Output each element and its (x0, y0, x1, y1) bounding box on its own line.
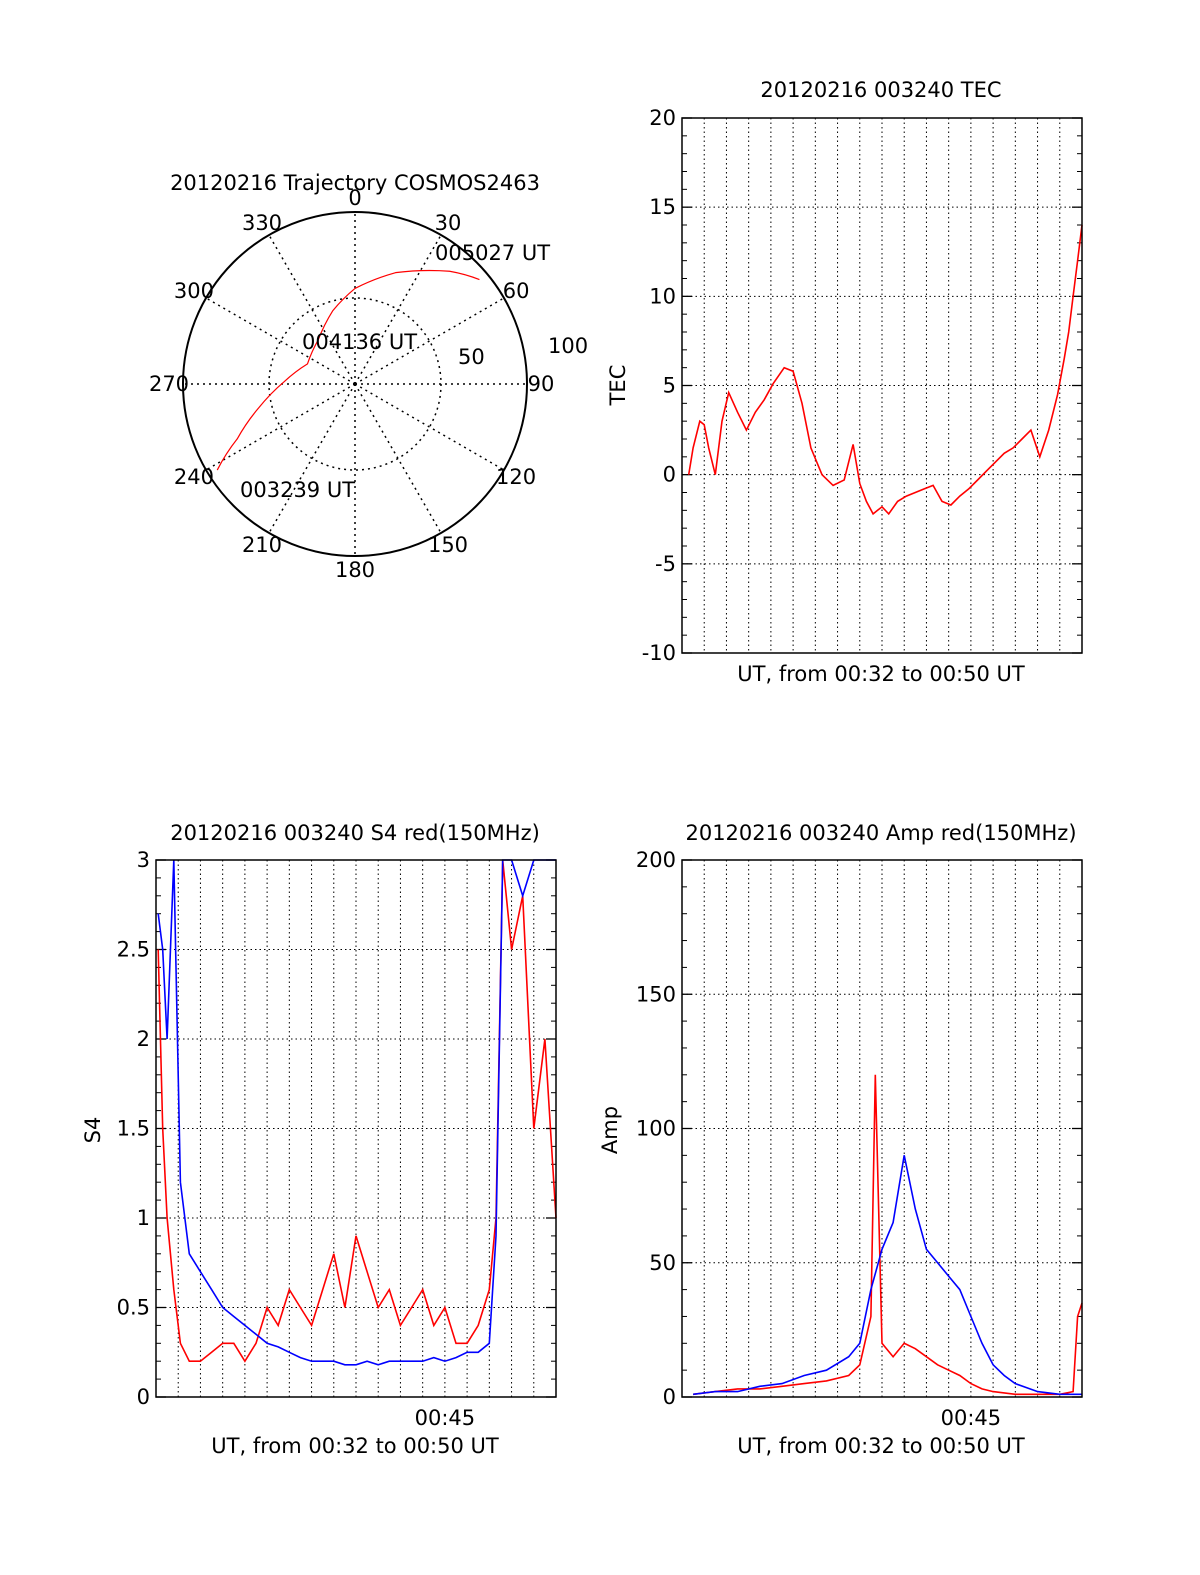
tec-frame (681, 117, 1083, 654)
polar-azimuth-label: 90 (528, 372, 555, 396)
polar-azimuth-label: 240 (174, 465, 214, 489)
polar-trajectory-panel: 20120216 Trajectory COSMOS2463 0 30 60 90 12… (149, 171, 588, 582)
tec-panel: 20120216 003240 TEC UT, from 00:32 to 00… (606, 78, 1025, 686)
amp-series-blue (693, 1155, 1082, 1396)
polar-azimuth-label: 60 (503, 279, 530, 303)
s4-plot: 0 0.5 1 1.5 2 2.5 3 00:45 (117, 848, 557, 1430)
polar-spoke (354, 297, 505, 385)
amp-ytick-label: 150 (636, 982, 676, 1006)
s4-series-red (157, 859, 557, 1363)
polar-azimuth-label: 150 (428, 533, 468, 557)
polar-track-line (216, 269, 480, 471)
s4-title: 20120216 003240 S4 red(150MHz) (170, 821, 540, 845)
s4-xlabel: UT, from 00:32 to 00:50 UT (211, 1434, 499, 1458)
amp-title: 20120216 003240 Amp red(150MHz) (685, 821, 1076, 845)
s4-frame (155, 859, 557, 1398)
tec-ytick-label: 10 (649, 284, 676, 308)
polar-title: 20120216 Trajectory COSMOS2463 (170, 171, 540, 195)
polar-spoke (205, 383, 356, 471)
tec-plot: -10 -5 0 5 10 15 20 (642, 106, 1083, 665)
tec-ytick-label: 15 (649, 195, 676, 219)
polar-outer-circle (182, 211, 528, 557)
amp-plot: 0 50 100 150 200 00:45 (636, 848, 1083, 1430)
s4-panel: 20120216 003240 S4 red(150MHz) UT, from … (81, 821, 540, 1458)
s4-ytick-label: 0.5 (117, 1296, 150, 1320)
polar-grid (182, 211, 528, 557)
tec-title: 20120216 003240 TEC (760, 78, 1001, 102)
tec-ytick-label: 20 (649, 106, 676, 130)
s4-ytick-label: 1.5 (117, 1117, 150, 1141)
amp-series-red (693, 1074, 1083, 1396)
polar-azimuth-label: 300 (174, 279, 214, 303)
polar-spoke (354, 383, 505, 471)
polar-azimuth-label: 30 (435, 211, 462, 235)
tec-ytick-label: 0 (663, 463, 676, 487)
polar-azimuth-label: 180 (335, 558, 375, 582)
tec-ytick-label: -5 (655, 552, 676, 576)
polar-radial-label-100: 100 (548, 334, 588, 358)
amp-ytick-label: 50 (649, 1251, 676, 1275)
polar-azimuth-label: 120 (496, 465, 536, 489)
polar-azimuth-label: 330 (242, 211, 282, 235)
polar-annotation-start: 003239 UT (240, 478, 355, 502)
amp-frame (681, 859, 1083, 1398)
tec-ytick-label: -10 (642, 641, 676, 665)
polar-azimuth-label: 270 (149, 372, 189, 396)
s4-series-blue (157, 859, 556, 1366)
tec-ytick-label: 5 (663, 374, 676, 398)
polar-spoke (354, 234, 442, 385)
polar-annotation-end: 005027 UT (435, 241, 550, 265)
s4-xtick-label: 00:45 (415, 1406, 476, 1430)
amp-xtick-label: 00:45 (941, 1406, 1002, 1430)
s4-ytick-label: 3 (137, 848, 150, 872)
polar-azimuth-label: 0 (348, 186, 361, 210)
polar-azimuth-label: 210 (242, 533, 282, 557)
s4-ytick-label: 1 (137, 1206, 150, 1230)
polar-spoke (354, 383, 442, 534)
s4-ylabel: S4 (81, 1117, 105, 1144)
tec-ylabel: TEC (606, 365, 630, 407)
amp-ytick-label: 100 (636, 1117, 676, 1141)
tec-xlabel: UT, from 00:32 to 00:50 UT (737, 662, 1025, 686)
amp-ytick-label: 0 (663, 1385, 676, 1409)
polar-track-layer (216, 269, 480, 471)
amp-panel: 20120216 003240 Amp red(150MHz) UT, from… (598, 821, 1077, 1458)
amp-ylabel: Amp (598, 1106, 622, 1154)
s4-ytick-label: 2 (137, 1027, 150, 1051)
polar-spoke (268, 383, 356, 534)
polar-annotation-mid: 004136 UT (302, 330, 417, 354)
amp-ytick-label: 200 (636, 848, 676, 872)
polar-spoke (268, 234, 356, 385)
s4-ytick-label: 0 (137, 1385, 150, 1409)
amp-xlabel: UT, from 00:32 to 00:50 UT (737, 1434, 1025, 1458)
polar-radial-label-50: 50 (458, 345, 485, 369)
s4-ytick-label: 2.5 (117, 938, 150, 962)
polar-azimuth-labels: 0 30 60 90 120 150 180 210 240 270 300 330 (149, 186, 554, 582)
polar-spoke (205, 297, 356, 385)
tec-series-red (687, 224, 1083, 516)
